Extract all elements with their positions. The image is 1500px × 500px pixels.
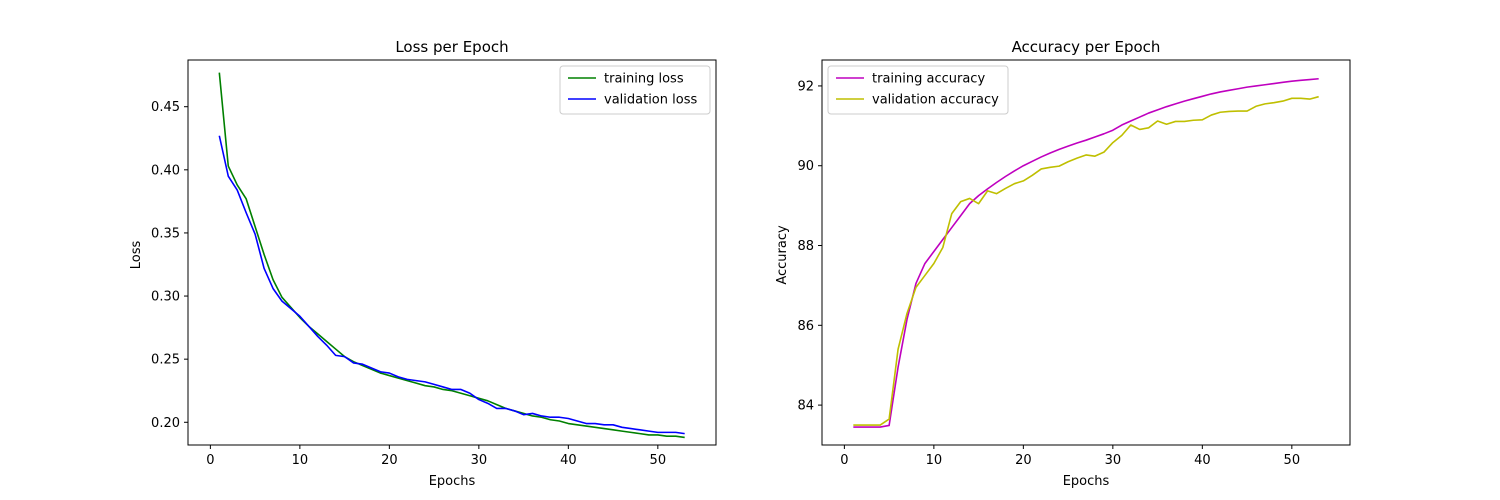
- validation-loss-legend-label: validation loss: [604, 93, 697, 108]
- accuracy-chart-xtick-label: 0: [840, 453, 848, 468]
- loss-chart-legend: training loss validation loss: [559, 65, 711, 115]
- loss-chart-xtick-label: 50: [650, 453, 667, 468]
- training-loss-legend-label: training loss: [604, 72, 684, 87]
- accuracy-chart-ytick-label: 86: [797, 319, 814, 334]
- accuracy-chart-xtick-label: 10: [926, 453, 943, 468]
- accuracy-chart-ytick-label: 88: [797, 239, 814, 254]
- accuracy-chart-xtick-label: 50: [1284, 453, 1301, 468]
- accuracy-chart-xlabel: Epochs: [1063, 474, 1110, 489]
- accuracy-chart-ticks: 0 10 20 30 40 50 84 86 88 90 92: [797, 79, 1300, 468]
- accuracy-chart-ytick-label: 92: [797, 79, 814, 94]
- loss-chart-frame: [187, 59, 717, 446]
- loss-chart-xtick-label: 40: [560, 453, 577, 468]
- loss-chart-ytick-label: 0.30: [151, 290, 180, 305]
- accuracy-chart-ytick-label: 90: [797, 159, 814, 174]
- loss-chart-xtick-label: 30: [471, 453, 488, 468]
- accuracy-chart-panel: Accuracy per Epoch Epochs Accuracy 0 10 20…: [775, 38, 1351, 489]
- loss-chart-ytick-label: 0.40: [151, 163, 180, 178]
- accuracy-chart-xtick-label: 20: [1015, 453, 1032, 468]
- accuracy-chart-legend: training accuracy validation accuracy: [827, 65, 1009, 115]
- loss-chart-ytick-label: 0.45: [151, 100, 180, 115]
- loss-chart-xtick-label: 20: [381, 453, 398, 468]
- training-accuracy-legend-label: training accuracy: [872, 72, 985, 87]
- loss-chart-ylabel: Loss: [129, 241, 144, 270]
- loss-chart-xtick-label: 10: [292, 453, 309, 468]
- validation-accuracy-legend-label: validation accuracy: [872, 93, 999, 108]
- loss-chart-ytick-label: 0.35: [151, 226, 180, 241]
- loss-chart-xlabel: Epochs: [429, 474, 476, 489]
- accuracy-chart-legend-box: [827, 65, 1009, 115]
- accuracy-chart-ylabel: Accuracy: [775, 225, 790, 285]
- training-accuracy-line: [853, 77, 1319, 428]
- accuracy-chart-xtick-label: 30: [1105, 453, 1122, 468]
- loss-chart-panel: Loss per Epoch Epochs Loss 0 10 20 30 40 50 0.…: [129, 38, 717, 489]
- accuracy-chart-frame: [821, 59, 1351, 446]
- accuracy-chart-title: Accuracy per Epoch: [1012, 38, 1161, 56]
- validation-accuracy-line: [853, 95, 1319, 426]
- loss-chart-lines: [218, 72, 685, 439]
- validation-loss-line: [218, 135, 685, 435]
- loss-chart-ytick-label: 0.20: [151, 416, 180, 431]
- accuracy-chart-ytick-label: 84: [797, 399, 814, 414]
- accuracy-chart-xtick-label: 40: [1194, 453, 1211, 468]
- loss-chart-xtick-label: 0: [206, 453, 214, 468]
- loss-chart-title: Loss per Epoch: [395, 38, 508, 56]
- loss-chart-ticks: 0 10 20 30 40 50 0.20 0.25 0.30 0.35 0.40 0.45: [151, 100, 666, 468]
- loss-chart-legend-box: [559, 65, 711, 115]
- loss-chart-ytick-label: 0.25: [151, 353, 180, 368]
- accuracy-chart-lines: [853, 77, 1319, 428]
